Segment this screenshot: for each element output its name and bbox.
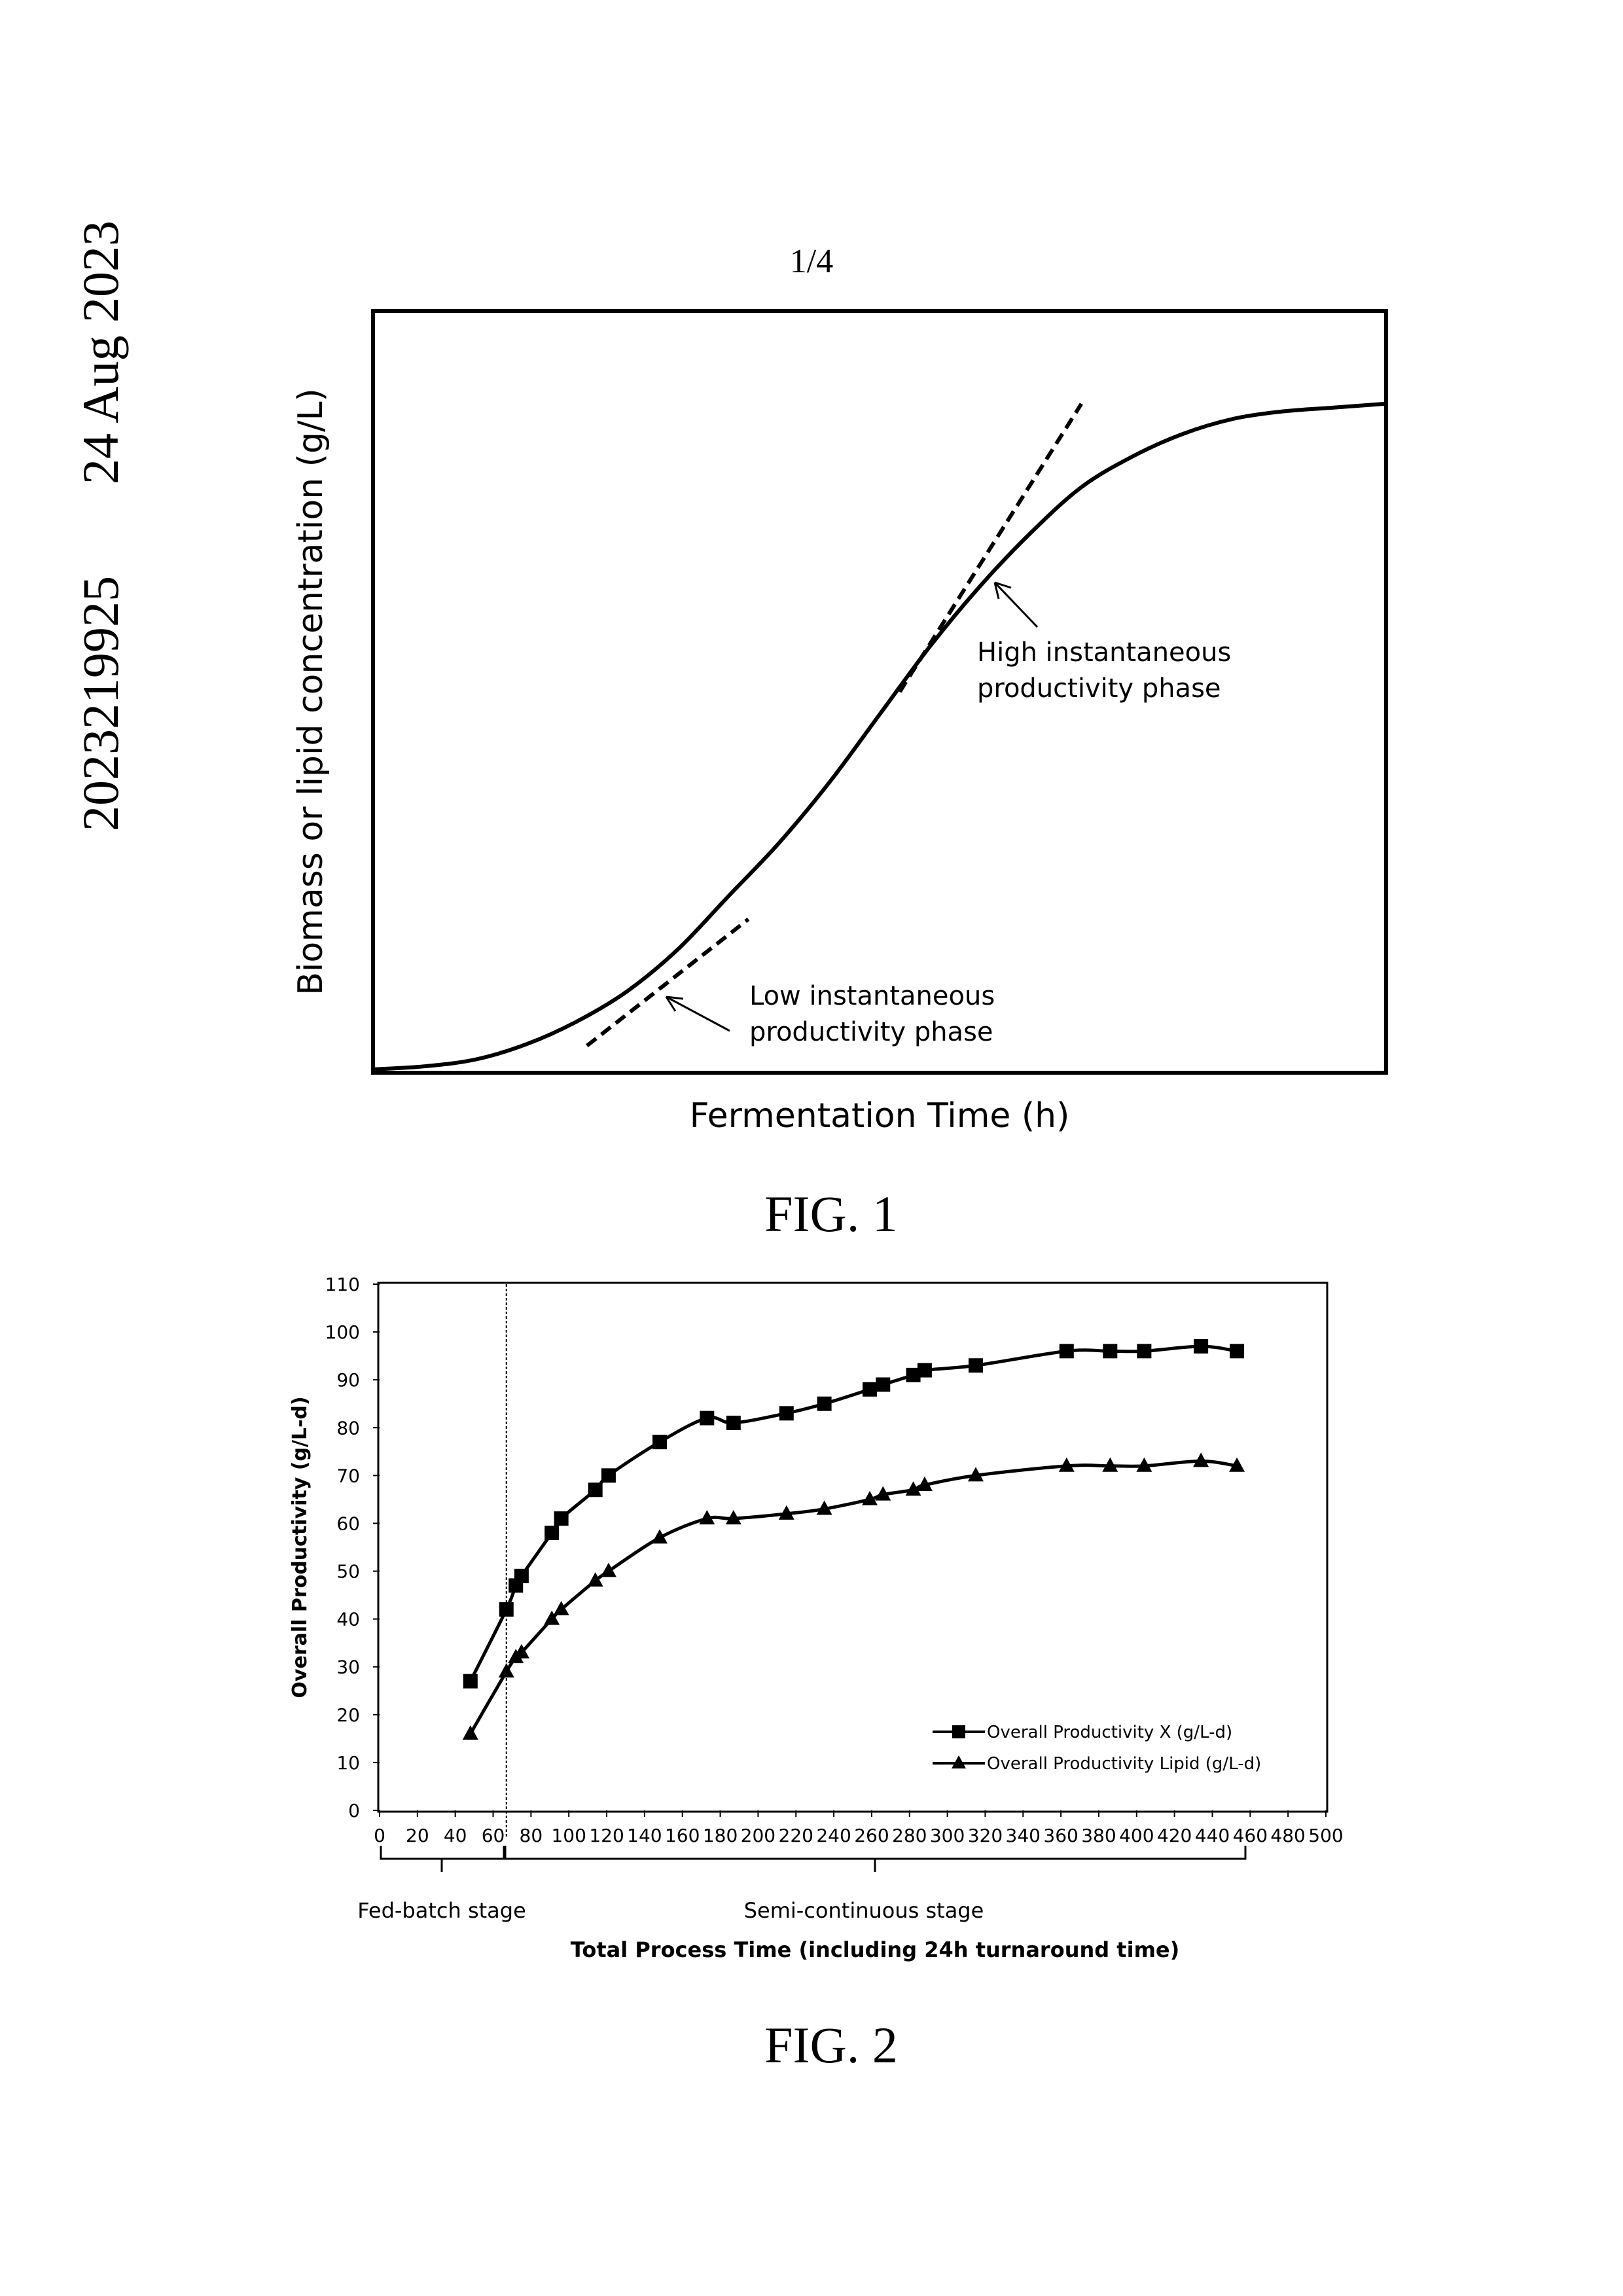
fig2-point-x (918, 1363, 932, 1378)
fig2-xtick-label: 460 (1233, 1825, 1268, 1846)
fig2-ytick-label: 70 (336, 1465, 360, 1486)
fig2-xtick-label: 500 (1308, 1825, 1343, 1846)
fig2-ytick-label: 90 (336, 1369, 360, 1391)
fig2-xtick-label: 120 (589, 1825, 624, 1846)
fig2-point-x (1137, 1344, 1151, 1358)
fig2-point-x (544, 1526, 559, 1540)
fig2-series-line-0 (471, 1346, 1237, 1681)
fig2-point-x (601, 1468, 616, 1482)
fig2-caption: FIG. 2 (654, 2016, 1008, 2075)
fig2-point-x (817, 1397, 832, 1411)
fed-batch-brace (381, 1846, 504, 1872)
fig2-xtick-label: 300 (930, 1825, 965, 1846)
fig2-xtick-label: 420 (1157, 1825, 1192, 1846)
fig2-xtick-label: 440 (1195, 1825, 1230, 1846)
fig2-xtick-label: 180 (703, 1825, 738, 1846)
fig2-xtick-label: 100 (551, 1825, 586, 1846)
fig2-point-lipid (601, 1563, 616, 1577)
fig2-xlabel: Total Process Time (including 24h turnar… (571, 1937, 1179, 1962)
fig2-chart: 0102030405060708090100110020406080100120… (0, 0, 1623, 2029)
fig2-ytick-label: 110 (325, 1274, 360, 1295)
legend-x-marker (952, 1725, 965, 1738)
fig2-series-line-1 (471, 1461, 1237, 1734)
fig2-xtick-label: 60 (482, 1825, 505, 1846)
fig2-point-x (652, 1435, 667, 1449)
fig2-point-x (1230, 1344, 1244, 1358)
fig2-ytick-label: 10 (336, 1752, 360, 1774)
fig2-xtick-label: 280 (892, 1825, 927, 1846)
fig2-point-x (876, 1377, 890, 1391)
fig2-point-x (863, 1382, 877, 1397)
fig2-point-x (588, 1482, 603, 1497)
fig2-xtick-label: 380 (1081, 1825, 1116, 1846)
fig2-xtick-label: 200 (741, 1825, 776, 1846)
fig2-point-x (554, 1511, 569, 1526)
fig2-xtick-label: 0 (374, 1825, 385, 1846)
fig2-ytick-label: 0 (348, 1800, 360, 1821)
semi-continuous-brace (505, 1846, 1245, 1872)
fig2-xtick-label: 360 (1043, 1825, 1078, 1846)
fig2-xtick-label: 320 (968, 1825, 1003, 1846)
fig2-point-x (726, 1416, 741, 1430)
fig2-ytick-label: 80 (336, 1417, 360, 1439)
fig2-xtick-label: 220 (779, 1825, 813, 1846)
legend-lipid-label: Overall Productivity Lipid (g/L-d) (987, 1754, 1261, 1774)
semi-continuous-label: Semi-continuous stage (744, 1898, 984, 1923)
fig2-ytick-label: 60 (336, 1513, 360, 1534)
fig2-xtick-label: 240 (816, 1825, 851, 1846)
fig2-xtick-label: 480 (1270, 1825, 1305, 1846)
fig2-xtick-label: 140 (627, 1825, 662, 1846)
fed-batch-label: Fed-batch stage (357, 1898, 526, 1923)
fig2-ytick-label: 50 (336, 1561, 360, 1583)
fig2-ytick-label: 40 (336, 1609, 360, 1630)
fig2-ylabel: Overall Productivity (g/L-d) (289, 1396, 312, 1698)
fig2-xtick-label: 260 (854, 1825, 889, 1846)
fig2-point-x (463, 1674, 478, 1689)
fig2-point-x (1103, 1344, 1117, 1358)
fig2-ytick-label: 100 (325, 1321, 360, 1343)
fig2-xtick-label: 400 (1119, 1825, 1154, 1846)
fig2-xtick-label: 80 (520, 1825, 543, 1846)
fig2-point-x (1194, 1339, 1208, 1354)
fig2-point-x (969, 1358, 983, 1372)
fig2-point-x (700, 1411, 714, 1426)
fig2-xtick-label: 160 (665, 1825, 700, 1846)
fig2-point-x (514, 1569, 529, 1583)
fig2-xtick-label: 20 (406, 1825, 429, 1846)
fig2-point-x (499, 1602, 514, 1617)
fig2-xtick-label: 340 (1006, 1825, 1041, 1846)
fig2-point-x (779, 1406, 794, 1420)
fig2-xtick-label: 40 (444, 1825, 467, 1846)
fig2-ytick-label: 30 (336, 1657, 360, 1678)
fig2-point-x (1060, 1344, 1074, 1358)
fig2-ytick-label: 20 (336, 1704, 360, 1726)
legend-x-label: Overall Productivity X (g/L-d) (987, 1723, 1232, 1742)
